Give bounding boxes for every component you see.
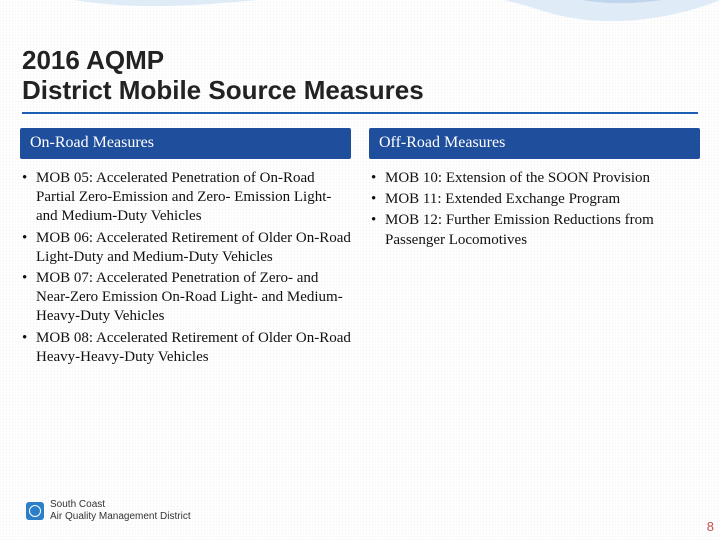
bullet-marker: • (22, 169, 36, 227)
left-column: On-Road Measures •MOB 05: Accelerated Pe… (20, 128, 351, 369)
org-text: South Coast Air Quality Management Distr… (50, 499, 191, 522)
bullet-item: •MOB 06: Accelerated Retirement of Older… (22, 229, 351, 267)
footer-organization: South Coast Air Quality Management Distr… (26, 499, 191, 522)
bullet-text: MOB 12: Further Emission Reductions from… (385, 211, 700, 249)
bullet-text: MOB 10: Extension of the SOON Provision (385, 169, 700, 188)
left-column-header: On-Road Measures (20, 128, 351, 159)
content-columns: On-Road Measures •MOB 05: Accelerated Pe… (20, 128, 700, 369)
left-bullet-list: •MOB 05: Accelerated Penetration of On-R… (20, 169, 351, 367)
bullet-text: MOB 08: Accelerated Retirement of Older … (36, 329, 351, 367)
right-column: Off-Road Measures •MOB 10: Extension of … (369, 128, 700, 369)
org-line-2: Air Quality Management District (50, 511, 191, 523)
bullet-item: •MOB 08: Accelerated Retirement of Older… (22, 329, 351, 367)
right-column-header: Off-Road Measures (369, 128, 700, 159)
title-line-2: District Mobile Source Measures (22, 76, 698, 106)
bullet-text: MOB 05: Accelerated Penetration of On-Ro… (36, 169, 351, 227)
bullet-marker: • (22, 269, 36, 327)
bullet-marker: • (22, 329, 36, 367)
bullet-text: MOB 06: Accelerated Retirement of Older … (36, 229, 351, 267)
bullet-item: •MOB 10: Extension of the SOON Provision (371, 169, 700, 188)
title-line-1: 2016 AQMP (22, 46, 698, 76)
page-number: 8 (707, 519, 714, 534)
slide-title: 2016 AQMP District Mobile Source Measure… (22, 46, 698, 114)
bullet-item: •MOB 12: Further Emission Reductions fro… (371, 211, 700, 249)
bullet-marker: • (371, 211, 385, 249)
bullet-marker: • (371, 190, 385, 209)
bullet-item: •MOB 05: Accelerated Penetration of On-R… (22, 169, 351, 227)
right-bullet-list: •MOB 10: Extension of the SOON Provision… (369, 169, 700, 250)
bullet-item: •MOB 07: Accelerated Penetration of Zero… (22, 269, 351, 327)
org-logo-icon (26, 502, 44, 520)
bullet-marker: • (22, 229, 36, 267)
bullet-text: MOB 11: Extended Exchange Program (385, 190, 700, 209)
bullet-item: •MOB 11: Extended Exchange Program (371, 190, 700, 209)
title-underline (22, 112, 698, 114)
bullet-text: MOB 07: Accelerated Penetration of Zero-… (36, 269, 351, 327)
org-line-1: South Coast (50, 499, 191, 511)
bullet-marker: • (371, 169, 385, 188)
